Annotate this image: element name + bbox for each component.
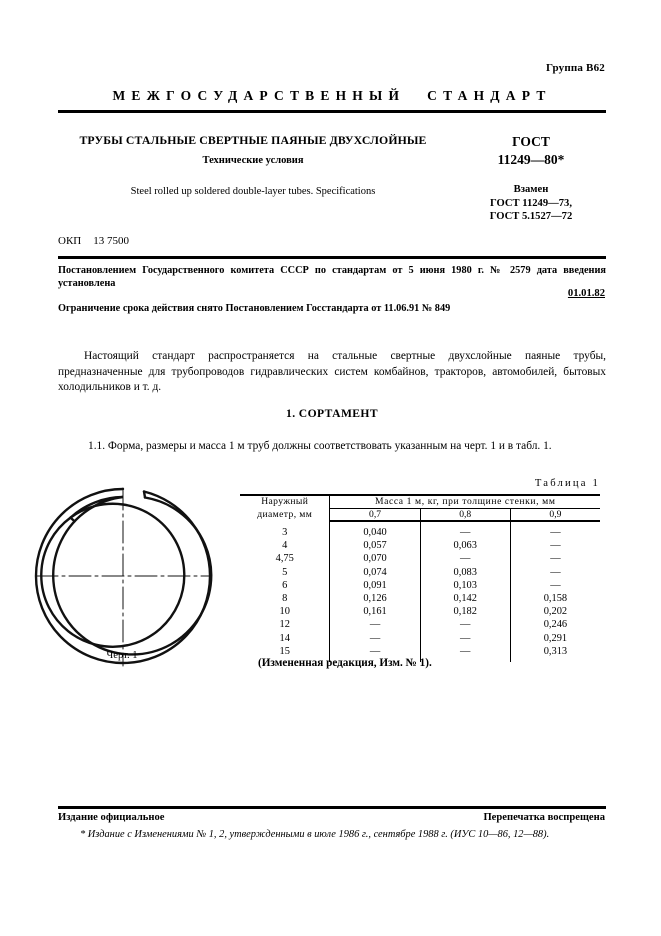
column-header-outer-diameter-line2: диаметр, мм <box>257 508 313 520</box>
cell-mass-0-7: 0,091 <box>329 578 421 593</box>
standard-banner-word-1: МЕЖГОСУДАРСТВЕННЫЙ <box>112 88 406 103</box>
standard-banner-word-2: СТАНДАРТ <box>427 88 552 103</box>
cell-mass-0-9: — <box>550 540 561 552</box>
table-row: 5 0,074 0,083 — <box>240 565 600 579</box>
cell-mass-0-7: 0,070 <box>329 552 421 566</box>
cell-mass-0-8: 0,182 <box>420 605 511 619</box>
cell-mass-0-9: — <box>550 527 561 538</box>
table-header-row-1: Наружный диаметр, мм Масса 1 м, кг, при … <box>240 494 600 521</box>
gost-number: 11249—80* <box>497 152 565 167</box>
standard-banner: МЕЖГОСУДАРСТВЕННЫЙ СТАНДАРТ <box>58 88 606 104</box>
page-title: ТРУБЫ СТАЛЬНЫЕ СВЕРТНЫЕ ПАЯНЫЕ ДВУХСЛОЙН… <box>79 133 427 147</box>
replaces-item-1: ГОСТ 11249—73, <box>490 197 572 209</box>
cell-mass-0-8: — <box>420 618 511 632</box>
table-row: 15— —0,313 <box>240 644 600 663</box>
table-row: 4 0,057 0,063 — <box>240 539 600 553</box>
column-header-thickness-0-9: 0,9 <box>510 508 600 522</box>
cell-outer-diameter: 4 <box>240 539 331 553</box>
cell-outer-diameter: 3 <box>240 521 331 540</box>
cell-mass-0-7: — <box>329 618 421 632</box>
table-row: 12— —0,246 <box>240 618 600 632</box>
figure-tube-cross-section <box>14 476 230 676</box>
column-header-outer-diameter-line1: Наружный <box>261 496 309 507</box>
cell-mass-0-7: — <box>329 631 421 645</box>
page-title-english: Steel rolled up soldered double-layer tu… <box>130 186 376 197</box>
figure-caption: Черт. 1 <box>106 650 138 661</box>
cell-mass-0-7: — <box>329 644 421 663</box>
cell-outer-diameter: 12 <box>240 618 331 632</box>
cell-mass-0-8: — <box>420 644 511 663</box>
table-header-row-2: 0,7 0,8 0,9 <box>240 508 600 522</box>
dimensions-table: Наружный диаметр, мм Масса 1 м, кг, при … <box>240 494 600 663</box>
decree-text: Постановлением Государственного комитета… <box>58 265 606 289</box>
cell-mass-0-7: 0,057 <box>329 539 421 553</box>
table-head: Наружный диаметр, мм Масса 1 м, кг, при … <box>240 494 600 522</box>
cell-mass-0-9: 0,246 <box>543 619 568 631</box>
cell-mass-0-7: 0,161 <box>329 605 421 619</box>
table-row: 14— —0,291 <box>240 631 600 645</box>
table-label: Таблица 1 <box>534 478 600 489</box>
cell-outer-diameter: 6 <box>240 578 331 593</box>
gost-label: ГОСТ <box>512 134 550 149</box>
cell-mass-0-8: 0,063 <box>420 539 511 553</box>
spiral-free-end <box>69 516 76 523</box>
cell-mass-0-9: 0,158 <box>543 593 568 605</box>
table-row: 3 0,040— — <box>240 521 600 540</box>
group-code: Группа В62 <box>545 62 605 74</box>
replaces-label: Взамен <box>513 184 549 195</box>
amendment-note: (Измененная редакция, Изм. № 1). <box>258 657 432 669</box>
column-header-thickness-0-8: 0,8 <box>420 508 511 522</box>
cell-mass-0-8: 0,142 <box>420 592 511 606</box>
cell-outer-diameter: 8 <box>240 592 331 606</box>
okp-code: 13 7500 <box>93 235 129 247</box>
cell-outer-diameter: 15 <box>240 644 331 663</box>
cell-mass-0-7: 0,126 <box>329 592 421 606</box>
cell-mass-0-8: 0,083 <box>420 565 511 579</box>
cell-mass-0-7: 0,074 <box>329 565 421 579</box>
table-row: 8 0,126 0,142 0,158 <box>240 592 600 606</box>
cell-mass-0-9: 0,202 <box>543 606 568 618</box>
table-row: 4,75 0,070— — <box>240 552 600 566</box>
effective-date: 01.01.82 <box>567 288 605 299</box>
footer-reprint-notice: Перепечатка воспрещена <box>483 812 605 823</box>
cell-mass-0-9: — <box>550 579 561 591</box>
column-header-thickness-0-7: 0,7 <box>329 508 421 522</box>
cell-outer-diameter: 4,75 <box>240 552 331 566</box>
cell-mass-0-8: — <box>420 631 511 645</box>
table-body: 3 0,040— —4 0,057 0,063—4,75 0,070— —5 0,074 0,0… <box>240 521 600 663</box>
okp-label: ОКП <box>58 235 82 247</box>
scope-paragraph: Настоящий стандарт распространяется на с… <box>58 350 606 393</box>
column-header-mass-span: Масса 1 м, кг, при толщине стенки, мм <box>329 494 600 509</box>
cell-mass-0-8: — <box>420 521 511 540</box>
section-heading: 1. СОРТАМЕНТ <box>286 407 378 420</box>
page-subtitle: Технические условия <box>202 155 304 166</box>
cell-mass-0-8: 0,103 <box>420 578 511 593</box>
table-row: 10 0,161 0,182 0,202 <box>240 605 600 619</box>
cell-mass-0-9: — <box>550 566 561 578</box>
cell-mass-0-9: 0,291 <box>543 632 568 644</box>
spiral-inner <box>40 502 186 648</box>
table-row: 6 0,091 0,103 — <box>240 578 600 593</box>
header-rule <box>58 110 606 113</box>
clause-1-1: 1.1. Форма, размеры и масса 1 м труб дол… <box>88 440 552 452</box>
okp-line: ОКП 13 7500 <box>58 235 129 247</box>
cell-mass-0-8: — <box>420 552 511 566</box>
okp-rule <box>58 256 606 259</box>
gost-designation: ГОСТ 11249—80* <box>455 134 607 168</box>
cell-mass-0-9: — <box>550 553 561 565</box>
replaces-block: Взамен ГОСТ 11249—73, ГОСТ 5.1527—72 <box>455 183 607 224</box>
cell-outer-diameter: 14 <box>240 631 331 645</box>
cell-outer-diameter: 10 <box>240 605 331 619</box>
footer-footnote: * Издание с Изменениями № 1, 2, утвержде… <box>80 829 550 840</box>
footer-rule <box>58 806 606 809</box>
replaces-item-2: ГОСТ 5.1527—72 <box>489 211 573 222</box>
cell-mass-0-9: 0,313 <box>543 645 568 657</box>
cell-mass-0-7: 0,040 <box>329 521 421 540</box>
column-header-outer-diameter: Наружный диаметр, мм <box>240 494 331 521</box>
footer-official-edition: Издание официальное <box>58 812 165 823</box>
validity-note: Ограничение срока действия снято Постано… <box>58 303 451 314</box>
cell-outer-diameter: 5 <box>240 565 331 579</box>
